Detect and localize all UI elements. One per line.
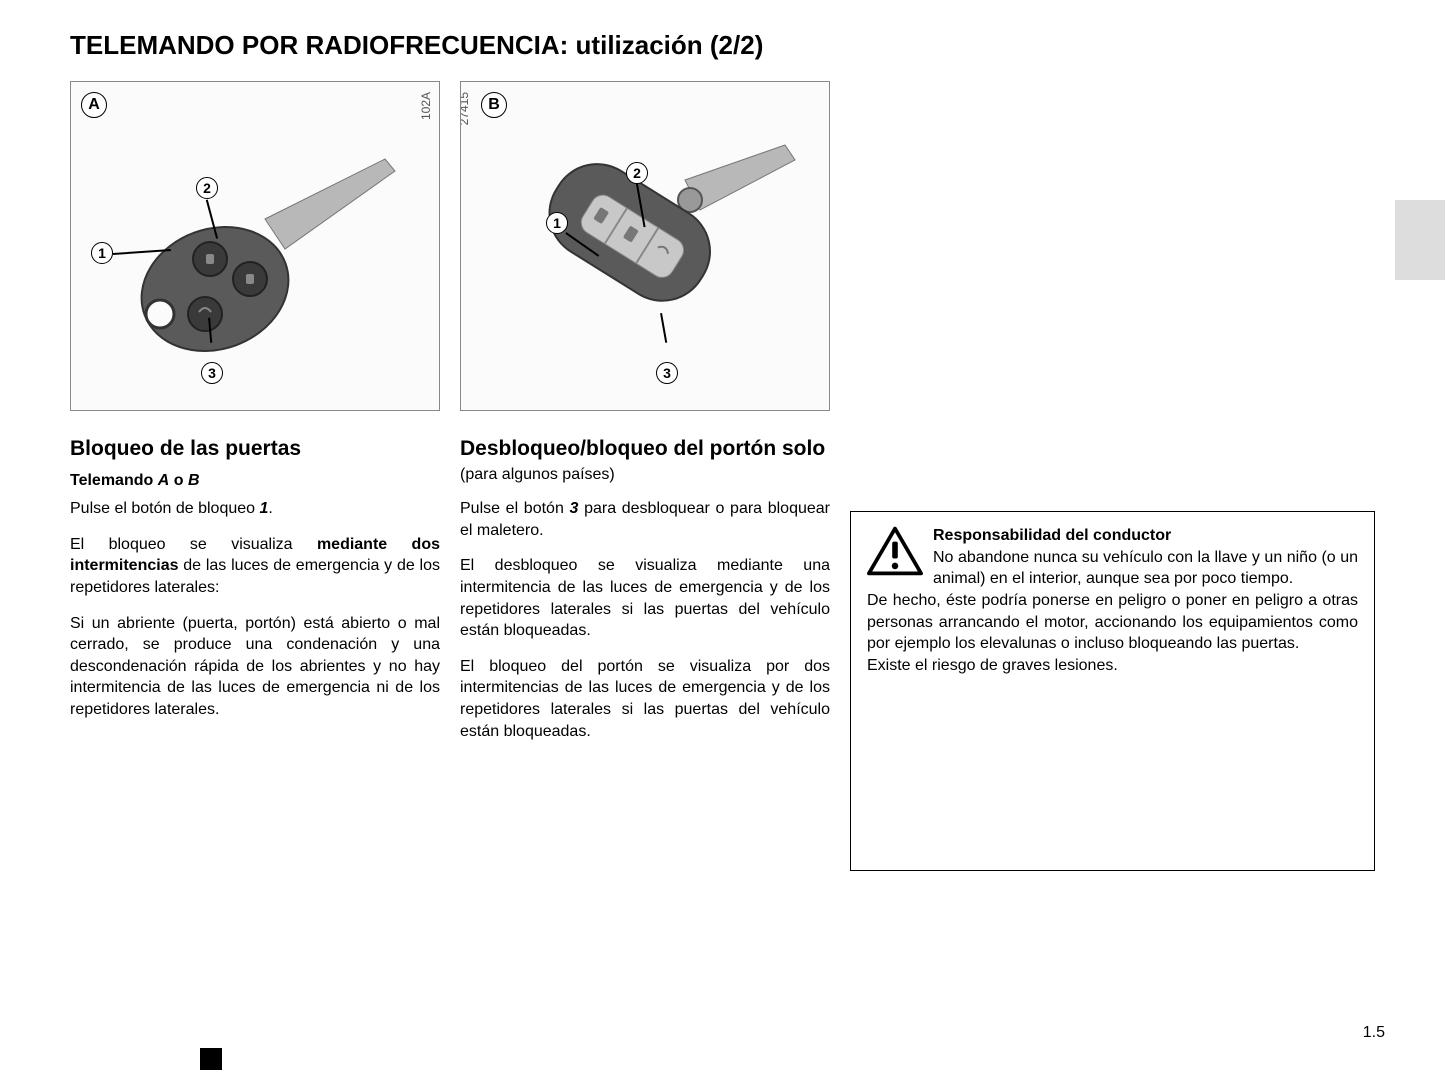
- para-mid-3: El bloqueo del portón se visualiza por d…: [460, 656, 830, 742]
- key-a-illustration: [105, 129, 405, 389]
- para-mid-2: El desbloqueo se visualiza mediante una …: [460, 555, 830, 641]
- page-title: TELEMANDO POR RADIOFRECUENCIA: utilizaci…: [70, 30, 1385, 61]
- column-left: A 102A: [70, 81, 440, 756]
- callout-b3: 3: [656, 362, 678, 384]
- side-tab: [1395, 200, 1445, 280]
- figure-b: B 27415: [460, 81, 830, 411]
- manual-page: TELEMANDO POR RADIOFRECUENCIA: utilizaci…: [0, 0, 1445, 1070]
- figure-a: A 102A: [70, 81, 440, 411]
- figure-code-b: 27415: [460, 92, 471, 125]
- figure-letter-a: A: [81, 92, 107, 118]
- warning-icon: [867, 526, 923, 576]
- key-b-illustration: [485, 120, 805, 400]
- warning-box: Responsabilidad del conductor No abandon…: [850, 511, 1375, 871]
- para-left-3: Si un abriente (puerta, portón) está abi…: [70, 613, 440, 721]
- callout-b2: 2: [626, 162, 648, 184]
- warning-p1: No abandone nunca su vehículo con la lla…: [867, 547, 1358, 590]
- section-title-mid: Desbloqueo/bloqueo del portón solo: [460, 436, 830, 462]
- page-number: 1.5: [1363, 1024, 1385, 1042]
- subhead-left: Telemando A o B: [70, 472, 440, 490]
- warning-p3: Existe el riesgo de graves lesiones.: [867, 655, 1358, 677]
- para-left-2: El bloqueo se visualiza mediante dos int…: [70, 534, 440, 599]
- column-right: Responsabilidad del conductor No abandon…: [850, 81, 1385, 756]
- figure-letter-b: B: [481, 92, 507, 118]
- column-middle: B 27415: [460, 81, 830, 756]
- figure-code-a: 102A: [419, 92, 433, 120]
- warning-title: Responsabilidad del conductor: [867, 526, 1358, 547]
- callout-a1: 1: [91, 242, 113, 264]
- warning-p2: De hecho, éste podría ponerse en peligro…: [867, 590, 1358, 655]
- callout-b1: 1: [546, 212, 568, 234]
- callout-a2: 2: [196, 177, 218, 199]
- section-title-left: Bloqueo de las puertas: [70, 436, 440, 462]
- crop-mark: [200, 1048, 222, 1070]
- subtitle-mid: (para algunos países): [460, 466, 830, 484]
- column-layout: A 102A: [70, 81, 1385, 756]
- para-left-1: Pulse el botón de bloqueo 1.: [70, 498, 440, 520]
- para-mid-1: Pulse el botón 3 para desbloquear o para…: [460, 498, 830, 541]
- callout-a3: 3: [201, 362, 223, 384]
